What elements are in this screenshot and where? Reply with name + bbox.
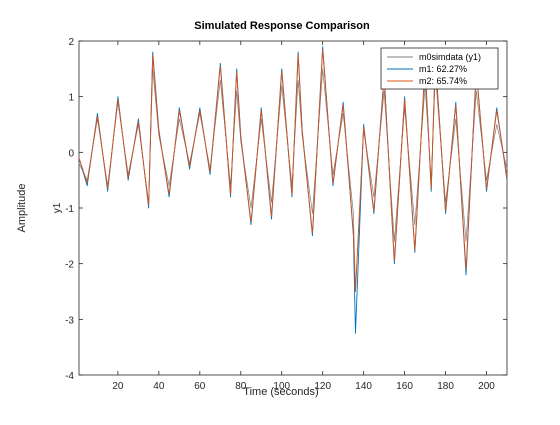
y-axis-label-inner: y1 bbox=[52, 202, 63, 213]
legend-label-m1: m1: 62.27% bbox=[419, 64, 467, 74]
legend-label-m0simdata: m0simdata (y1) bbox=[419, 52, 481, 62]
y-tick-label: -3 bbox=[65, 315, 74, 326]
x-tick-label: 60 bbox=[194, 381, 206, 392]
y-tick-label: -1 bbox=[65, 204, 74, 215]
x-axis-label: Time (seconds) bbox=[243, 386, 318, 398]
y-tick-label: 0 bbox=[68, 148, 74, 159]
series-layer bbox=[78, 46, 508, 334]
x-tick-label: 20 bbox=[112, 381, 124, 392]
y-tick-label: 2 bbox=[68, 37, 74, 48]
x-tick-label: 100 bbox=[273, 381, 290, 392]
x-tick-label: 200 bbox=[478, 381, 495, 392]
y-axis-label-outer: Amplitude bbox=[16, 184, 28, 233]
x-tick-label: 160 bbox=[396, 381, 413, 392]
y-tick-label: -4 bbox=[65, 371, 74, 382]
x-tick-label: 120 bbox=[314, 381, 331, 392]
y-tick-label: 1 bbox=[68, 93, 74, 104]
legend-label-m2: m2: 65.74% bbox=[419, 76, 467, 86]
x-tick-label: 180 bbox=[437, 381, 454, 392]
ticks-layer: 20 40 60 80 100 120 140 160 180 200 2 1 0 -1 -2 -3 -4 bbox=[65, 37, 507, 392]
series-line-m2 bbox=[78, 48, 508, 292]
y-tick-label: -2 bbox=[65, 260, 74, 271]
axes-box bbox=[78, 40, 508, 376]
x-tick-label: 80 bbox=[235, 381, 247, 392]
x-tick-label: 40 bbox=[153, 381, 165, 392]
legend: m0simdata (y1) m1: 62.27% m2: 65.74% bbox=[380, 47, 499, 90]
chart-title: Simulated Response Comparison bbox=[194, 20, 370, 32]
x-tick-label: 140 bbox=[355, 381, 372, 392]
